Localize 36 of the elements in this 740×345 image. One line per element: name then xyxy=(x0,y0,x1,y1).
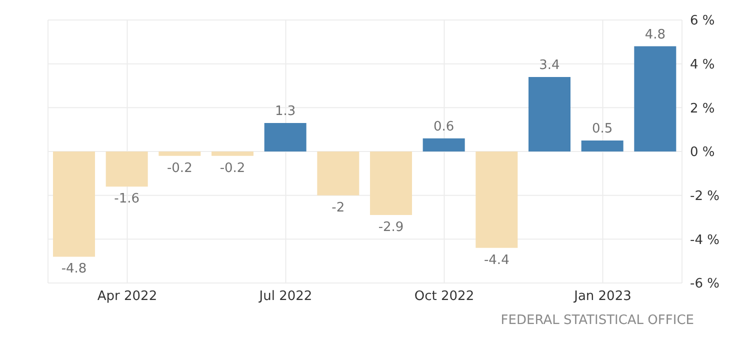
bar xyxy=(634,46,676,152)
bar xyxy=(158,152,201,156)
data-label: 0.6 xyxy=(433,119,454,134)
x-tick-label: Apr 2022 xyxy=(97,289,158,304)
x-tick-label: Jan 2023 xyxy=(573,289,632,304)
y-tick-label: -6 % xyxy=(690,276,720,292)
bar xyxy=(528,76,570,152)
y-tick-label: 2 % xyxy=(690,101,715,116)
bar xyxy=(264,123,306,152)
data-label: -0.2 xyxy=(220,160,246,176)
data-label: -2 xyxy=(332,200,345,216)
data-label: 1.3 xyxy=(274,104,296,120)
data-label: -2.9 xyxy=(378,220,404,236)
bar xyxy=(370,152,412,216)
y-tick-label: 6 % xyxy=(690,14,715,29)
y-tick-label: -2 % xyxy=(690,188,720,204)
bar xyxy=(53,152,95,257)
bar xyxy=(476,152,518,248)
y-tick-label: -4 % xyxy=(690,232,720,248)
bar xyxy=(422,138,465,152)
data-label: 0.5 xyxy=(592,122,613,137)
data-label: -4.4 xyxy=(484,252,510,268)
bar xyxy=(581,140,624,152)
x-tick-label: Oct 2022 xyxy=(414,289,474,304)
data-label: 3.4 xyxy=(539,58,560,73)
bar xyxy=(106,152,148,187)
data-label: 4.8 xyxy=(644,27,666,42)
data-label: -1.6 xyxy=(114,192,140,207)
bar xyxy=(212,152,254,156)
x-tick-label: Jul 2022 xyxy=(258,289,312,304)
data-label: -4.8 xyxy=(61,262,87,277)
y-tick-label: 4 % xyxy=(690,57,715,72)
bar xyxy=(317,152,360,196)
text: FEDERAL STATISTICAL OFFICE xyxy=(500,313,694,328)
y-tick-label: 0 % xyxy=(690,145,715,160)
data-label: -0.2 xyxy=(166,160,192,176)
